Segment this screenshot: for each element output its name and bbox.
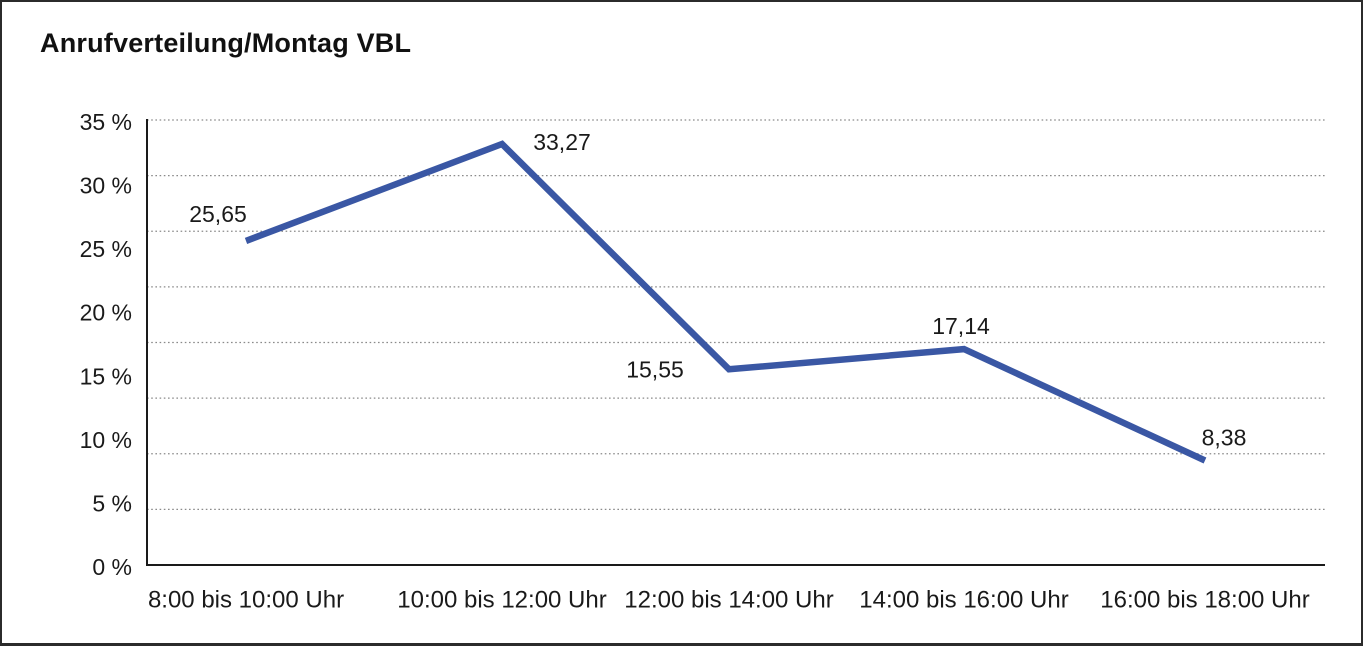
- y-tick-label: 30 %: [80, 173, 132, 199]
- data-point-label: 8,38: [1202, 424, 1247, 450]
- gridlines: [147, 119, 1325, 511]
- y-tick-label: 35 %: [80, 109, 132, 135]
- x-tick-label: 10:00 bis 12:00 Uhr: [397, 587, 606, 614]
- data-point-labels: 25,65 33,27 15,55 17,14 8,38: [189, 129, 1246, 450]
- x-tick-labels: 8:00 bis 10:00 Uhr 10:00 bis 12:00 Uhr 12:…: [148, 587, 1310, 614]
- y-tick-label: 25 %: [80, 236, 132, 262]
- y-tick-label: 20 %: [80, 300, 132, 326]
- data-point-label: 33,27: [533, 129, 591, 155]
- data-point-label: 15,55: [626, 356, 684, 382]
- y-tick-label: 5 %: [92, 490, 132, 516]
- x-tick-label: 14:00 bis 16:00 Uhr: [859, 587, 1068, 614]
- chart-title: Anrufverteilung/Montag VBL: [40, 28, 412, 58]
- x-tick-label: 16:00 bis 18:00 Uhr: [1100, 587, 1309, 614]
- data-point-label: 17,14: [932, 313, 990, 339]
- y-tick-labels: 35 % 30 % 25 % 20 % 15 % 10 % 5 % 0 %: [80, 109, 132, 580]
- series-line: [244, 140, 1207, 464]
- data-point-label: 25,65: [189, 201, 247, 227]
- y-tick-label: 0 %: [92, 554, 132, 580]
- y-tick-label: 15 %: [80, 363, 132, 389]
- x-tick-label: 12:00 bis 14:00 Uhr: [624, 587, 833, 614]
- x-tick-label: 8:00 bis 10:00 Uhr: [148, 587, 344, 614]
- y-tick-label: 10 %: [80, 427, 132, 453]
